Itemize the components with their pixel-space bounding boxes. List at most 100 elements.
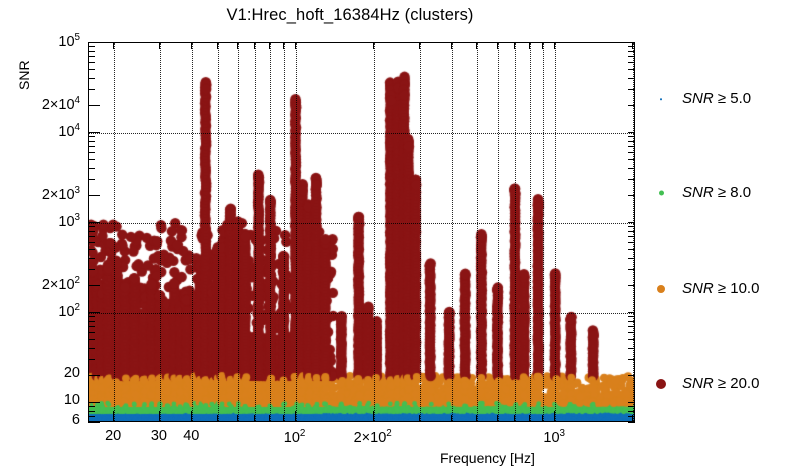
y-axis-minor-tick-right [628, 42, 635, 43]
grid-line-vertical [238, 43, 239, 421]
y-axis-minor-tick-right [628, 269, 635, 271]
y-axis-minor-tick [88, 146, 95, 147]
x-axis-major-tick [191, 411, 193, 422]
x-axis-minor-tick-top [450, 42, 452, 49]
x-axis-minor-tick-top [496, 42, 498, 49]
grid-line-vertical [477, 43, 478, 421]
x-axis-tick-label: 30 [150, 428, 167, 444]
y-axis-minor-tick-right [628, 374, 635, 376]
x-axis-minor-tick [418, 415, 420, 422]
y-axis-tick-label: 104 [58, 122, 80, 140]
y-axis-minor-tick-right [628, 46, 635, 48]
legend-label: SNR ≥ 5.0 [682, 90, 752, 107]
y-axis-minor-tick-right [628, 230, 635, 232]
y-axis-minor-tick [88, 316, 95, 318]
x-axis-minor-tick-top [254, 42, 256, 49]
legend-label: SNR ≥ 8.0 [682, 184, 752, 201]
y-axis-minor-tick-right [628, 284, 635, 286]
y-axis-minor-tick [88, 359, 95, 361]
x-axis-minor-tick-top [476, 42, 477, 49]
grid-line-horizontal [89, 313, 634, 314]
y-axis-minor-tick-right [628, 140, 635, 142]
y-axis-major-tick [88, 132, 100, 133]
y-axis-tick-label: 20 [63, 364, 80, 381]
y-axis-minor-tick-right [628, 359, 635, 361]
y-axis-tick-label: 10 [63, 392, 80, 408]
x-axis-minor-tick [514, 415, 515, 422]
scatter-canvas-host [89, 43, 634, 421]
x-axis-minor-tick-top [554, 42, 556, 49]
x-axis-minor-tick [496, 415, 498, 422]
y-axis-minor-tick-right [628, 406, 635, 408]
y-axis-minor-tick-right [628, 69, 635, 71]
y-axis-minor-tick [88, 242, 95, 243]
x-axis-minor-tick-top [529, 42, 530, 49]
grid-line-vertical [192, 43, 194, 421]
x-axis-minor-tick-top [282, 42, 284, 49]
y-axis-tick-label: 2×104 [41, 94, 80, 113]
y-axis-minor-tick [88, 159, 95, 161]
x-axis-minor-tick [632, 415, 634, 422]
y-axis-minor-tick [88, 257, 95, 259]
y-axis-minor-tick-right [628, 242, 635, 243]
y-axis-minor-tick [88, 89, 95, 91]
y-axis-minor-tick-right [628, 249, 635, 251]
y-axis-minor-tick-right [628, 77, 635, 79]
grid-line-vertical [633, 43, 634, 421]
y-axis-minor-tick [88, 140, 95, 142]
y-axis-minor-tick-right [628, 194, 635, 196]
y-axis-minor-tick [88, 46, 95, 48]
grid-line-horizontal [89, 223, 634, 224]
x-axis-major-tick [372, 411, 374, 422]
y-axis-minor-tick-right [628, 312, 635, 313]
legend-label: SNR ≥ 10.0 [682, 280, 760, 297]
x-axis-major-tick [113, 411, 115, 422]
y-axis-minor-tick-right [628, 257, 635, 259]
y-axis-tick-label: 105 [58, 32, 80, 50]
legend-marker-8-0 [658, 190, 664, 196]
y-axis-major-tick [88, 312, 100, 313]
x-axis-major-tick [554, 411, 556, 422]
y-axis-minor-tick [88, 167, 95, 169]
y-axis-minor-tick [88, 236, 95, 237]
y-axis-label-text: SNR [16, 60, 32, 90]
y-axis-minor-tick-right [628, 62, 635, 63]
y-axis-major-tick [88, 374, 100, 376]
y-axis-minor-tick-right [628, 55, 635, 57]
x-axis-minor-tick-top [294, 42, 296, 49]
y-axis-tick-label: 6 [71, 412, 80, 428]
y-axis-tick-label: 2×102 [41, 274, 80, 293]
x-axis-tick-label: 2×102 [353, 428, 392, 446]
grid-line-vertical [114, 43, 116, 421]
legend-marker-20-0 [656, 379, 666, 389]
y-axis-tick-label: 102 [58, 302, 80, 320]
y-axis-major-tick [88, 222, 100, 223]
y-axis-major-tick [88, 402, 100, 403]
grid-line-vertical [283, 43, 285, 421]
y-axis-minor-tick [88, 230, 95, 232]
y-axis-minor-tick-right [628, 222, 635, 223]
x-axis-minor-tick-top [632, 42, 634, 49]
grid-line-vertical [270, 43, 272, 421]
legend-item: SNR ≥ 8.0 [650, 182, 805, 204]
y-axis-minor-tick [88, 320, 95, 322]
y-axis-minor-tick-right [628, 316, 635, 318]
x-axis-minor-tick-top [269, 42, 271, 49]
y-axis-minor-tick-right [628, 236, 635, 237]
scatter-plot-canvas [89, 43, 634, 421]
y-axis-minor-tick-right [628, 402, 635, 403]
y-axis-minor-tick [88, 249, 95, 251]
x-axis-tick-label: 20 [105, 428, 122, 444]
y-axis-minor-tick [88, 226, 95, 228]
y-axis-minor-tick-right [628, 179, 635, 181]
x-axis-minor-tick-top [514, 42, 515, 49]
y-axis-tick-label: 2×103 [41, 184, 80, 203]
grid-line-vertical [543, 43, 545, 421]
x-axis-minor-tick-top [88, 42, 89, 49]
y-axis-minor-tick [88, 406, 95, 408]
y-axis-major-tick [88, 194, 100, 196]
x-axis-major-tick [158, 411, 160, 422]
y-axis-minor-tick-right [628, 320, 635, 322]
grid-line-vertical [295, 43, 297, 421]
grid-line-vertical [217, 43, 219, 421]
